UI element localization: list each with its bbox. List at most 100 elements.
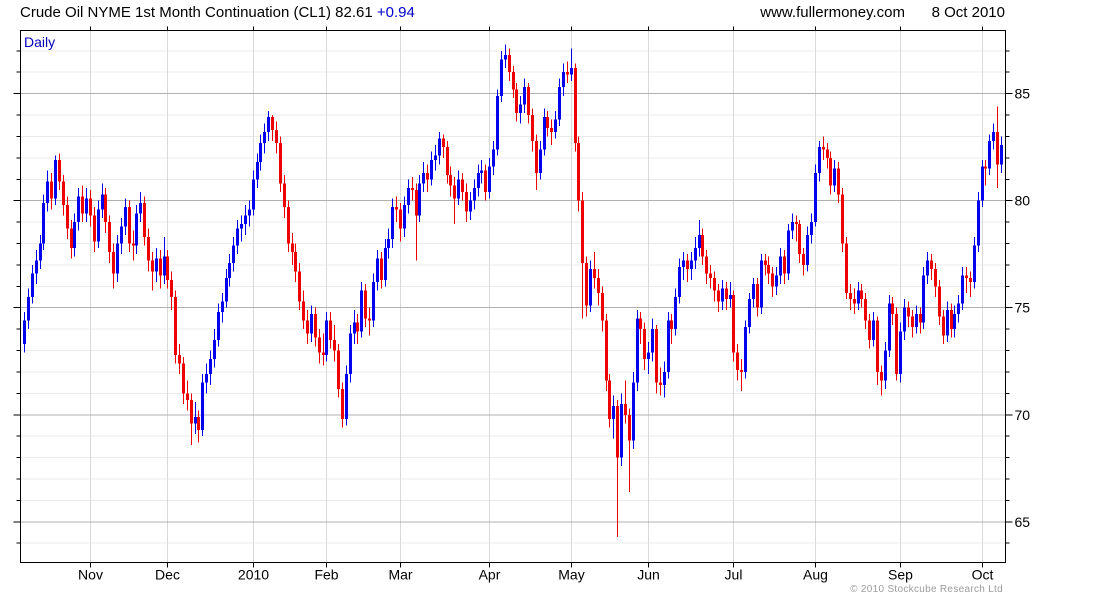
candle-body (756, 284, 759, 308)
candle-body (748, 299, 751, 327)
candle-body (690, 260, 693, 269)
candle-body (717, 290, 720, 302)
candle-body (174, 297, 177, 355)
candle-body (302, 301, 305, 321)
candle-body (209, 359, 212, 374)
candle-body (492, 149, 495, 167)
candle-body (139, 203, 142, 214)
candle-body (380, 258, 383, 280)
candle-body (663, 372, 666, 385)
candle-body (670, 320, 673, 329)
y-axis-label: 85 (1015, 86, 1031, 102)
candle-body (872, 320, 875, 340)
candle-body (372, 282, 375, 321)
candle-body (911, 316, 914, 327)
x-axis-label: Mar (388, 567, 412, 583)
candle-body (787, 230, 790, 274)
candle-body (721, 288, 724, 302)
candle-body (341, 389, 344, 419)
candle-body (376, 258, 379, 282)
candle-body (740, 370, 743, 372)
candle-body (449, 175, 452, 186)
x-axis-label: May (558, 567, 584, 583)
candle-body (953, 314, 956, 329)
candle-body (287, 207, 290, 244)
candle-body (566, 72, 569, 75)
candle-body (306, 320, 309, 334)
candle-body (496, 96, 499, 150)
candle-body (857, 290, 860, 304)
candle-body (182, 363, 185, 394)
candle-body (442, 138, 445, 147)
candle-body (950, 310, 953, 329)
candle-body (353, 322, 356, 334)
candle-body (647, 352, 650, 359)
candle-body (919, 314, 922, 323)
candle-body (201, 382, 204, 430)
candle-body (166, 256, 169, 280)
candle-body (899, 331, 902, 374)
x-axis-label: Aug (803, 567, 828, 583)
candle-body (54, 160, 57, 199)
candle-body (651, 329, 654, 353)
candle-body (814, 173, 817, 222)
candle-body (698, 235, 701, 248)
candle-body (694, 248, 697, 261)
candle-body (384, 248, 387, 280)
candle-body (124, 207, 127, 227)
price-change: +0.94 (376, 4, 415, 21)
candle-body (39, 243, 42, 261)
candle-body (147, 237, 150, 261)
candle-body (508, 55, 511, 72)
candle-body (178, 355, 181, 364)
candle-body (535, 141, 538, 173)
instrument-title: Crude Oil NYME 1st Month Continuation (C… (20, 4, 373, 21)
candle-body (701, 235, 704, 257)
candle-body (484, 170, 487, 192)
candle-body (783, 256, 786, 274)
y-gridlines-minor (20, 50, 1006, 544)
x-axis-label: Jun (637, 567, 660, 583)
candle-body (194, 417, 197, 424)
candle-body (473, 188, 476, 201)
candle-body (407, 188, 410, 205)
candle-body (574, 68, 577, 143)
candle-body (73, 222, 76, 248)
candle-body (744, 327, 747, 372)
candle-body (89, 198, 92, 216)
candle-body (926, 260, 929, 276)
candle-body (418, 183, 421, 216)
x-axis-label: Nov (78, 567, 103, 583)
copyright-notice: © 2010 Stockcube Research Ltd (850, 584, 1003, 595)
candle-body (915, 314, 918, 327)
candle-body (504, 55, 507, 60)
candle-body (112, 252, 115, 274)
candle-body (364, 290, 367, 319)
candle-body (736, 352, 739, 370)
candle-body (225, 278, 228, 302)
candle-body (120, 226, 123, 244)
candle-body (853, 299, 856, 304)
candle-body (333, 340, 336, 351)
candle-body (275, 130, 278, 143)
x-axis-label: Dec (155, 567, 180, 583)
candle-body (132, 243, 135, 246)
candle-body (550, 128, 553, 132)
candle-body (248, 209, 251, 216)
candle-body (519, 104, 522, 113)
candle-body (279, 143, 282, 184)
candle-body (791, 222, 794, 231)
candle-body (593, 269, 596, 278)
candle-body (294, 252, 297, 272)
candle-body (50, 181, 53, 199)
y-axis-label: 80 (1015, 193, 1031, 209)
candle-body (213, 340, 216, 359)
candle-body (531, 115, 534, 141)
candle-body (822, 147, 825, 150)
candle-body (643, 329, 646, 359)
candle-body (256, 162, 259, 180)
candle-body (512, 72, 515, 90)
candle-body (422, 173, 425, 184)
candle-body (682, 260, 685, 267)
